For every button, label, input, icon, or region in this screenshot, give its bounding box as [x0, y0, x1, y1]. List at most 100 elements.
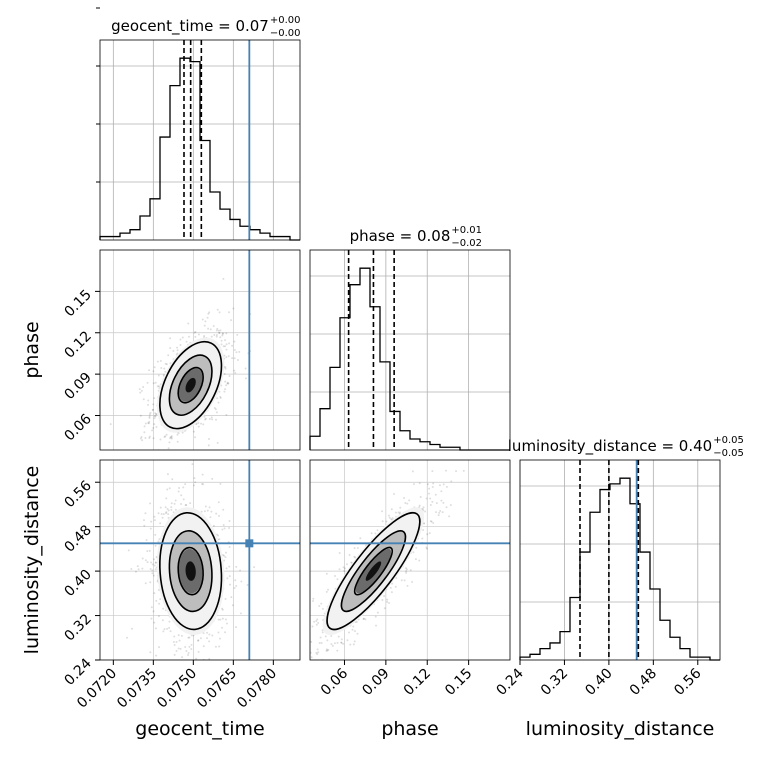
sample-point: [162, 630, 165, 633]
sample-point: [319, 636, 322, 639]
sample-point: [388, 601, 391, 604]
sample-point: [153, 621, 156, 624]
sample-point: [328, 662, 330, 664]
sample-point: [178, 639, 181, 642]
sample-point: [311, 668, 313, 670]
sample-point: [239, 612, 242, 615]
sample-point: [155, 561, 158, 564]
sample-point: [187, 335, 190, 338]
sample-point: [320, 602, 323, 605]
sample-point: [144, 582, 147, 585]
sample-point: [426, 483, 429, 486]
sample-point: [142, 386, 145, 389]
sample-point: [317, 651, 320, 654]
sample-point: [163, 628, 166, 631]
sample-point: [155, 599, 158, 602]
sample-point: [206, 509, 209, 512]
sample-point: [415, 546, 418, 549]
contour-line: [353, 546, 394, 596]
sample-point: [167, 354, 170, 357]
sample-point: [224, 631, 227, 634]
sample-point: [152, 437, 155, 440]
sample-point: [376, 611, 379, 614]
sample-point: [225, 332, 228, 335]
sample-point: [148, 549, 151, 552]
sample-point: [164, 362, 167, 365]
sample-point: [215, 329, 218, 332]
x-tick-label: 0.0765: [194, 666, 240, 712]
sample-point: [392, 492, 395, 495]
sample-point: [157, 512, 160, 515]
sample-point: [221, 617, 224, 620]
sample-point: [312, 597, 315, 600]
sample-point: [159, 522, 162, 525]
sample-point: [143, 519, 145, 522]
sample-point: [211, 477, 214, 480]
sample-point: [212, 524, 215, 527]
sample-point: [167, 509, 170, 512]
sample-point: [383, 594, 386, 597]
sample-point: [170, 508, 173, 511]
sample-point: [215, 334, 218, 337]
sample-point: [391, 582, 394, 585]
axes-frame: [99, 249, 301, 451]
sample-point: [430, 520, 433, 523]
sample-point: [356, 547, 359, 550]
sample-point: [320, 642, 323, 645]
sample-point: [338, 568, 341, 571]
sample-point: [228, 545, 231, 548]
sample-point: [187, 652, 190, 655]
sample-point: [348, 631, 351, 634]
sample-point: [389, 586, 392, 589]
sample-point: [173, 653, 176, 656]
sample-point: [173, 643, 176, 646]
sample-point: [210, 335, 213, 338]
sample-point: [227, 382, 230, 385]
sample-point: [315, 619, 318, 622]
sample-point: [235, 351, 238, 354]
sample-point: [166, 488, 169, 491]
sample-point: [172, 350, 175, 353]
sample-point: [355, 621, 358, 624]
sample-point: [175, 451, 177, 453]
sample-point: [225, 622, 228, 625]
sample-point: [376, 529, 379, 532]
sample-point: [179, 343, 182, 346]
sample-point: [429, 503, 432, 506]
sample-point: [214, 408, 217, 411]
sample-point: [213, 333, 216, 336]
sample-point: [353, 555, 356, 558]
sample-point: [440, 499, 443, 502]
sample-point: [180, 494, 183, 497]
sample-point: [227, 311, 230, 314]
sample-point: [144, 512, 147, 515]
sample-point: [222, 345, 225, 348]
sample-point: [218, 311, 221, 314]
sample-point: [130, 568, 133, 571]
density-level: [185, 561, 196, 581]
sample-point: [150, 606, 153, 609]
sample-point: [462, 469, 465, 472]
sample-point: [325, 572, 328, 575]
sample-point: [217, 329, 220, 332]
sample-point: [152, 426, 155, 429]
sample-point: [152, 382, 155, 385]
sample-point: [174, 508, 177, 511]
sample-point: [148, 457, 150, 459]
sample-point: [244, 377, 247, 380]
sample-point: [212, 324, 215, 327]
axes-frame: [99, 459, 301, 661]
sample-point: [225, 567, 228, 570]
histogram-phase: [309, 267, 510, 451]
x-axis-label-luminosity_distance: luminosity_distance: [526, 718, 715, 740]
y-tick-label: 0.48: [61, 522, 94, 555]
sample-point: [234, 579, 237, 582]
sample-point: [330, 643, 333, 646]
sample-point: [282, 700, 284, 702]
sample-point: [194, 330, 197, 333]
sample-point: [321, 631, 324, 634]
sample-point: [181, 656, 184, 659]
sample-point: [163, 435, 166, 438]
sample-point: [230, 596, 233, 599]
